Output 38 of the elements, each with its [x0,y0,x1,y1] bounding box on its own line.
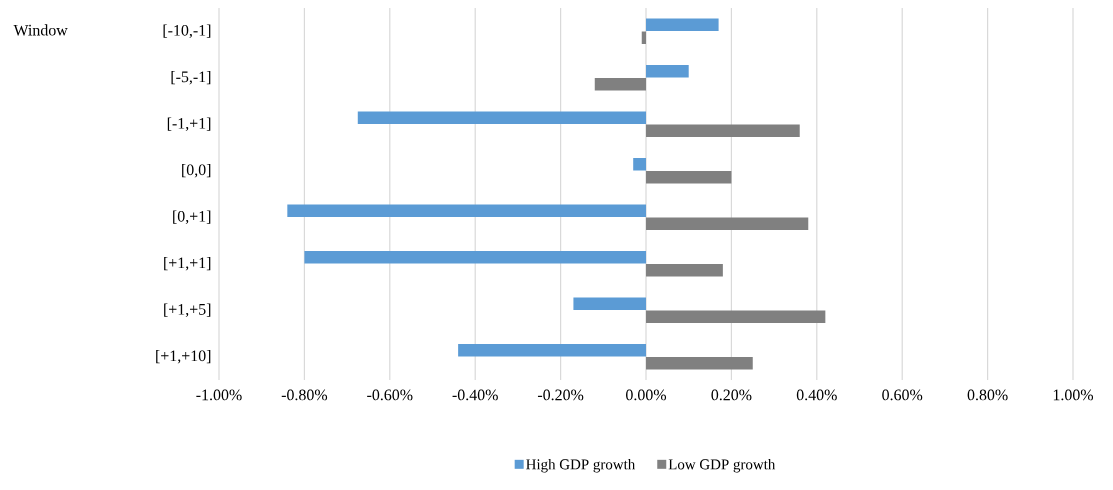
text: Window [13,24,68,36]
y-tick-label: [-1,+1] [167,117,211,132]
y-tick-label: [+1,+5] [164,303,211,318]
y-tick-label: [0,+1] [173,210,211,225]
x-tick-label: 0.80% [967,389,1008,401]
x-tick-label: -0.60% [367,389,413,401]
bar [646,124,800,137]
x-tick-label: 0.60% [882,389,923,401]
x-tick-label: 0.00% [626,389,667,401]
bar [646,65,689,78]
bar [646,217,809,230]
bar [573,297,647,310]
bar [594,78,647,91]
bar [646,171,732,184]
bar [646,310,826,323]
x-tick-label: -0.20% [537,389,584,401]
bar [646,18,719,32]
bar [304,251,647,264]
bar [633,158,647,171]
x-tick-label: 1.00% [1053,389,1094,401]
x-tick-label: -1.00% [196,389,242,401]
bar [646,264,723,277]
y-tick-label: [+1,+10] [156,350,211,364]
x-tick-label: 0.40% [796,389,837,401]
x-tick-label: 0.20% [711,389,752,401]
x-tick-label: -0.80% [281,389,328,401]
bar [287,204,647,217]
legend-label: Low GDP growth [668,458,776,473]
y-tick-label: [-10,-1] [163,24,211,39]
x-tick-label: -0.40% [452,389,498,401]
legend-label: High GDP growth [526,458,636,473]
y-tick-label: [+1,+1] [164,257,211,271]
y-tick-label: [0,0] [182,164,211,178]
bar [641,31,647,45]
y-tick-label: [-5,-1] [171,71,211,85]
bar [458,344,647,357]
bar [646,357,753,370]
bar [357,111,647,124]
